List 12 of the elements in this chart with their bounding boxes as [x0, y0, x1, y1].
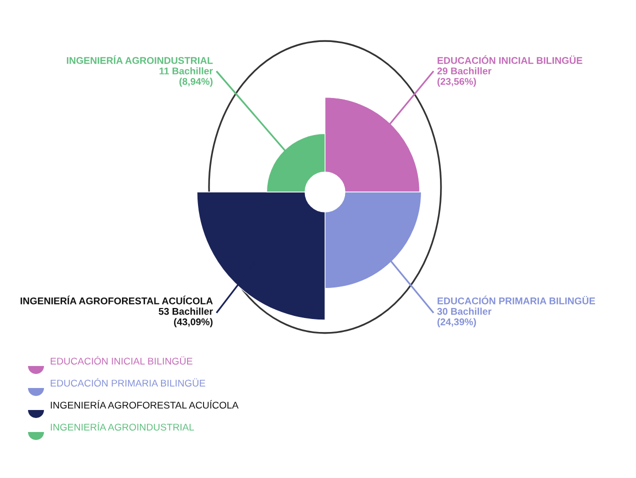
- category-label: INGENIERÍA AGROINDUSTRIAL: [66, 55, 213, 64]
- category-label: INGENIERÍA AGROFORESTAL ACUÍCOLA: [20, 296, 213, 304]
- category-label: EDUCACIÓN PRIMARIA BILINGÜE: [50, 378, 206, 387]
- category-label: EDUCACIÓN INICIAL BILINGÜE: [438, 55, 582, 64]
- category-label: INGENIERÍA AGROINDUSTRIAL: [50, 422, 194, 431]
- category-label: INGENIERÍA AGROFORESTAL ACUÍCOLA: [50, 400, 239, 409]
- data-label: 30 Bachiller (24,39%): [437, 308, 492, 328]
- data-label: 11 Bachiller (8,94%): [160, 67, 213, 87]
- data-label: 53 Bachiller (43,09%): [158, 308, 213, 328]
- category-label: EDUCACIÓN PRIMARIA BILINGÜE: [438, 296, 596, 304]
- category-label: EDUCACIÓN INICIAL BILINGÜE: [50, 356, 192, 365]
- data-label: 29 Bachiller (23,56%): [437, 67, 492, 87]
